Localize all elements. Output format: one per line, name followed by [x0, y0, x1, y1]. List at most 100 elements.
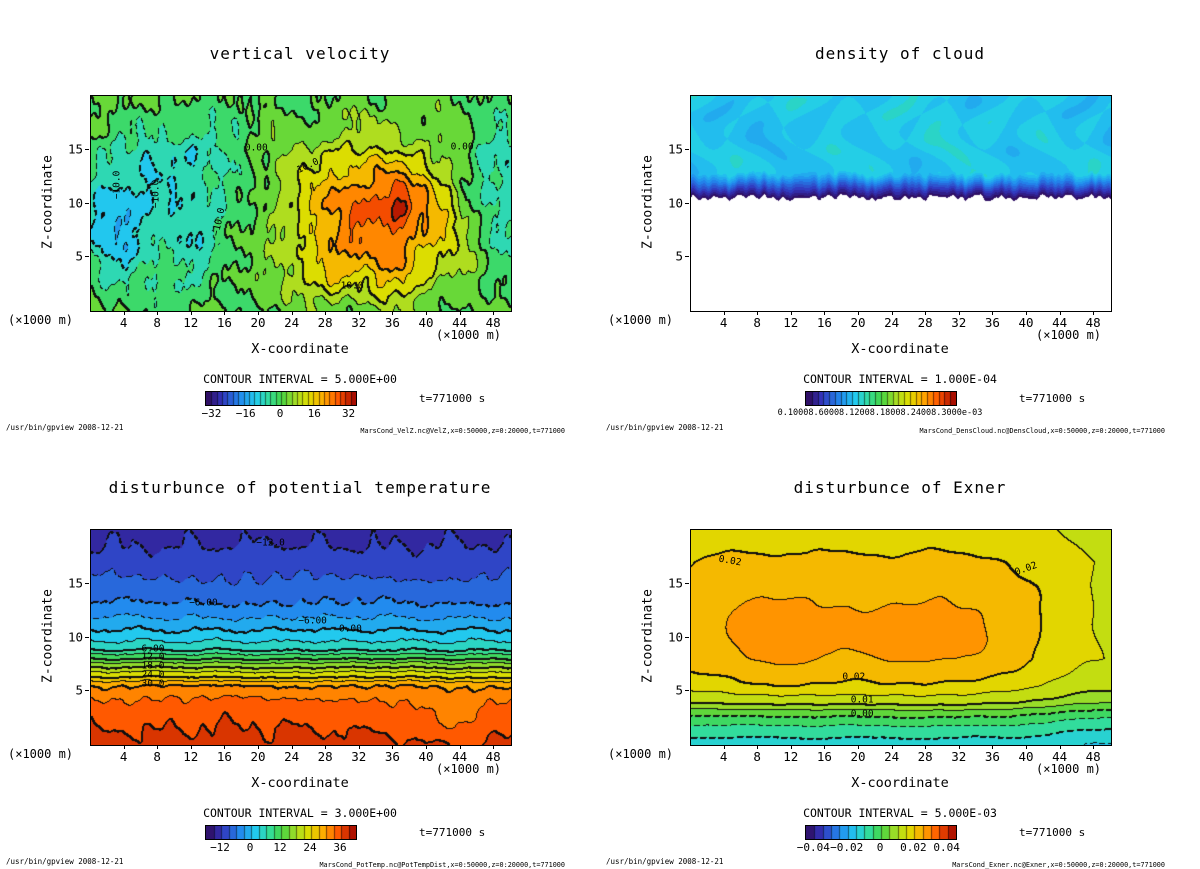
x-tick-mark	[858, 745, 859, 749]
x-tick-mark	[493, 745, 495, 749]
x-tick-mark	[493, 311, 495, 315]
x-tick-mark	[1026, 311, 1027, 315]
x-tick-mark	[258, 311, 259, 315]
y-axis-unit: (×1000 m)	[608, 313, 674, 327]
x-tick-mark	[790, 311, 792, 315]
x-tick-mark	[190, 745, 192, 749]
contour-label: −12.0	[256, 537, 285, 549]
panel-vertical-velocity: vertical velocity Z-coordinate (×1000 m)…	[0, 0, 600, 435]
x-tick-mark	[891, 745, 893, 749]
x-tick-label: 48	[1085, 749, 1101, 764]
x-tick-mark	[426, 311, 427, 315]
x-tick-label: 36	[984, 749, 1000, 764]
x-tick-mark	[224, 745, 226, 749]
plot-title: disturbunce of Exner	[793, 478, 1007, 497]
x-tick-label: 44	[452, 315, 468, 330]
contour-label: 30.0	[141, 678, 165, 690]
gpview-credit: /usr/bin/gpview 2008-12-21	[606, 857, 724, 866]
time-label: t=771000 s	[1019, 826, 1086, 839]
x-tick-label: 40	[418, 749, 434, 764]
gpview-credit: /usr/bin/gpview 2008-12-21	[6, 857, 124, 866]
colorbar-tick-label: 0	[876, 841, 884, 854]
plot-title: vertical velocity	[209, 44, 391, 63]
x-tick-mark	[1059, 745, 1061, 749]
x-axis-label: X-coordinate	[251, 341, 349, 357]
x-tick-mark	[757, 311, 759, 315]
contour-label: 10.0	[340, 280, 364, 292]
x-tick-mark	[790, 745, 792, 749]
panel-exner: disturbunce of Exner Z-coordinate (×1000…	[600, 434, 1200, 869]
y-tick-mark	[685, 636, 689, 638]
y-tick-label: 15	[67, 575, 83, 591]
x-tick-label: 48	[485, 749, 501, 764]
contour-label: 0.00	[850, 708, 874, 720]
x-tick-label: 16	[816, 315, 832, 330]
colorbar-tick-label: 32	[341, 407, 356, 420]
x-tick-label: 28	[917, 315, 933, 330]
x-tick-label: 36	[384, 315, 400, 330]
gpview-credit: /usr/bin/gpview 2008-12-21	[6, 423, 124, 432]
colorbar-overlapping-tick-labels: 0.10008.60008.12008.18008.24008.3000e-03	[777, 408, 983, 418]
y-axis-unit: (×1000 m)	[8, 747, 74, 761]
x-tick-mark	[992, 311, 994, 315]
contour-label: 12.0	[141, 651, 165, 663]
x-tick-mark	[358, 311, 360, 315]
contour-interval-text: CONTOUR INTERVAL = 5.000E+00	[203, 372, 397, 386]
x-tick-mark	[123, 745, 125, 749]
x-tick-mark	[958, 745, 960, 749]
x-tick-label: 28	[317, 315, 333, 330]
x-tick-mark	[723, 311, 725, 315]
x-tick-mark	[757, 745, 759, 749]
x-tick-label: 24	[284, 315, 300, 330]
x-tick-label: 20	[250, 315, 266, 330]
colorbar-tick-label: 24	[303, 841, 317, 854]
contour-label: −10.0	[150, 179, 162, 209]
x-axis-unit: (×1000 m)	[1036, 762, 1102, 776]
x-tick-label: 20	[850, 749, 866, 764]
x-tick-mark	[224, 311, 226, 315]
panel-density-of-cloud: density of cloud Z-coordinate (×1000 m) …	[600, 0, 1200, 435]
colorbar-tick-label: −0.02	[830, 841, 864, 854]
x-tick-label: 16	[816, 749, 832, 764]
x-tick-label: 12	[783, 315, 799, 330]
contour-label: 0.01	[850, 694, 874, 706]
x-tick-label: 4	[719, 315, 728, 330]
x-tick-mark	[157, 745, 159, 749]
x-tick-mark	[291, 311, 293, 315]
file-label: MarsCond_PotTemp.nc@PotTempDist,x=0:5000…	[319, 861, 565, 869]
x-tick-mark	[459, 311, 461, 315]
plot-title: disturbunce of potential temperature	[108, 478, 492, 497]
colorbar-tick-label: 0	[246, 841, 254, 854]
x-tick-label: 12	[183, 749, 199, 764]
x-tick-label: 44	[1052, 749, 1068, 764]
y-tick-mark	[685, 202, 689, 204]
y-tick-mark	[85, 148, 89, 150]
x-tick-label: 24	[284, 749, 300, 764]
colorbar-tick-label: 12	[273, 841, 287, 854]
colorbar	[205, 825, 357, 840]
x-tick-mark	[925, 311, 927, 315]
contour-label: 0.02	[842, 671, 866, 683]
y-tick-label: 10	[67, 629, 83, 644]
y-tick-label: 5	[75, 248, 83, 264]
x-axis-label: X-coordinate	[851, 341, 949, 357]
y-tick-label: 15	[667, 141, 683, 157]
x-tick-label: 24	[884, 315, 900, 330]
y-axis-label: Z-coordinate	[40, 155, 56, 249]
y-axis-unit: (×1000 m)	[608, 747, 674, 761]
y-tick-label: 15	[667, 575, 683, 591]
contour-plot-canvas	[90, 95, 512, 312]
y-tick-label: 15	[67, 141, 83, 157]
colorbar-tick-label: −16	[235, 407, 256, 420]
x-tick-label: 28	[317, 749, 333, 764]
contour-label: 0.00	[244, 142, 268, 154]
x-tick-label: 12	[783, 749, 799, 764]
x-tick-label: 40	[1018, 749, 1034, 764]
contour-plot-canvas	[690, 95, 1112, 312]
y-tick-mark	[85, 202, 89, 204]
colorbar-tick-label: 36	[333, 841, 347, 854]
colorbar-tick-label: 0	[276, 407, 284, 420]
x-tick-mark	[157, 311, 159, 315]
y-tick-label: 5	[75, 682, 83, 698]
contour-label: 0.00	[338, 623, 362, 635]
